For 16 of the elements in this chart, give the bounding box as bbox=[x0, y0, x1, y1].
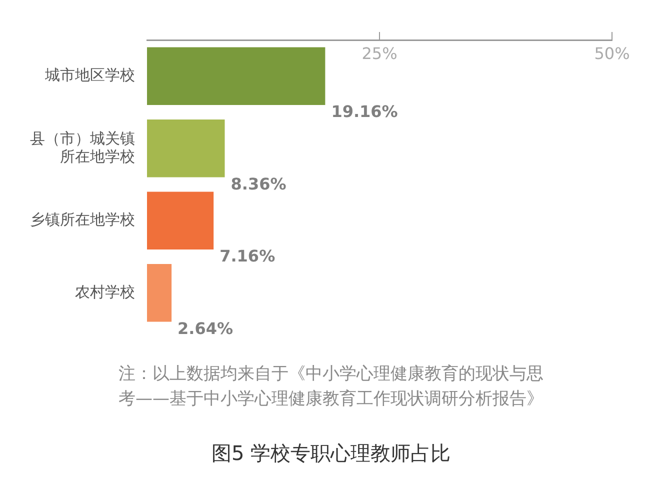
data-label: 2.64% bbox=[178, 318, 234, 338]
y-tick-label: 农村学校 bbox=[75, 282, 135, 301]
bar bbox=[147, 119, 225, 178]
bar bbox=[147, 264, 172, 322]
x-tick-label: 50% bbox=[594, 44, 630, 64]
text: 注：以上数据均来自于《中小学心理健康教育的现状与思考——基于中小学心理健康教育工作现状调研分析报告》 bbox=[118, 363, 544, 411]
data-label: 8.36% bbox=[230, 174, 286, 194]
y-tick-label: 乡镇所在地学校 bbox=[30, 210, 135, 229]
bar bbox=[147, 47, 326, 106]
bar bbox=[147, 192, 214, 250]
text: 图5 学校专职心理教师占比 bbox=[210, 440, 452, 467]
data-label: 7.16% bbox=[220, 246, 276, 266]
data-label: 19.16% bbox=[331, 102, 398, 122]
y-tick-label: 城市地区学校 bbox=[44, 66, 135, 84]
y-tick-label: 县（市）城关镇所在地学校 bbox=[30, 129, 135, 166]
x-tick-label: 25% bbox=[362, 44, 398, 64]
